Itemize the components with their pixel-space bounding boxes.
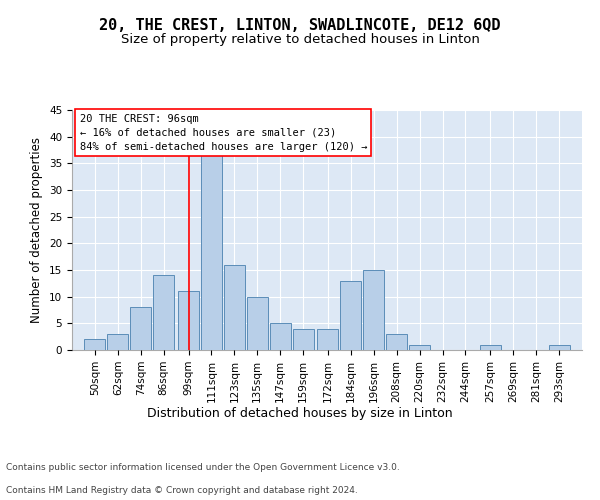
Bar bbox=[269, 324, 291, 350]
Bar bbox=[107, 334, 128, 350]
Bar bbox=[363, 270, 385, 350]
Bar bbox=[293, 328, 314, 350]
Text: Distribution of detached houses by size in Linton: Distribution of detached houses by size … bbox=[147, 408, 453, 420]
Bar bbox=[386, 334, 407, 350]
Bar bbox=[201, 152, 222, 350]
Text: Contains public sector information licensed under the Open Government Licence v3: Contains public sector information licen… bbox=[6, 464, 400, 472]
Text: 20, THE CREST, LINTON, SWADLINCOTE, DE12 6QD: 20, THE CREST, LINTON, SWADLINCOTE, DE12… bbox=[99, 18, 501, 32]
Bar bbox=[409, 344, 430, 350]
Bar bbox=[247, 296, 268, 350]
Y-axis label: Number of detached properties: Number of detached properties bbox=[31, 137, 43, 323]
Bar bbox=[224, 264, 245, 350]
Bar bbox=[85, 340, 106, 350]
Bar bbox=[178, 292, 199, 350]
Text: Contains HM Land Registry data © Crown copyright and database right 2024.: Contains HM Land Registry data © Crown c… bbox=[6, 486, 358, 495]
Text: Size of property relative to detached houses in Linton: Size of property relative to detached ho… bbox=[121, 32, 479, 46]
Bar bbox=[153, 276, 174, 350]
Bar bbox=[130, 308, 151, 350]
Bar bbox=[480, 344, 501, 350]
Bar bbox=[548, 344, 569, 350]
Text: 20 THE CREST: 96sqm
← 16% of detached houses are smaller (23)
84% of semi-detach: 20 THE CREST: 96sqm ← 16% of detached ho… bbox=[80, 114, 367, 152]
Bar bbox=[340, 280, 361, 350]
Bar bbox=[317, 328, 338, 350]
